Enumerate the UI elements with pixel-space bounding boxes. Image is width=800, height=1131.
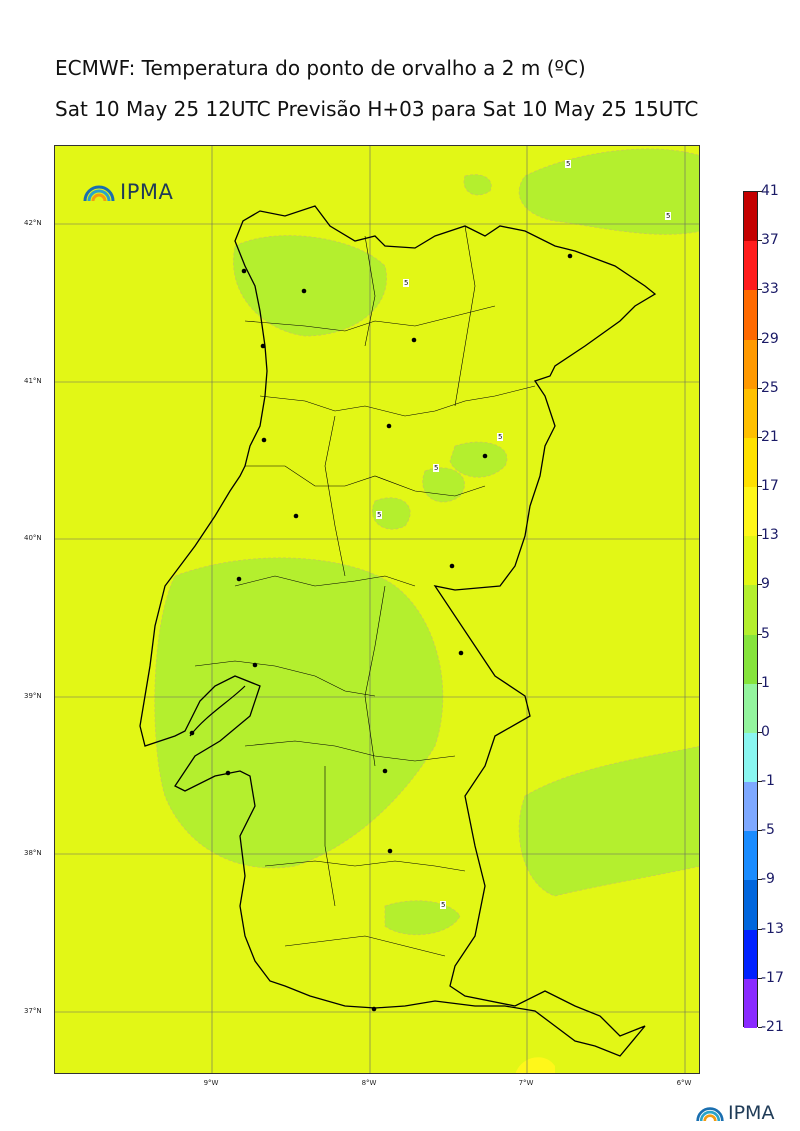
graticule [55,146,699,1073]
zone-north-small [463,174,492,196]
lat-label: 40°N [24,534,42,542]
colorbar-segment [744,683,757,734]
colorbar-tick [758,682,762,684]
ipma-rainbow-icon [696,1107,724,1122]
contour-label: 5 [433,464,440,472]
colorbar-label: -9 [761,871,775,888]
lat-label: 39°N [24,692,42,700]
map-subtitle: Sat 10 May 25 12UTC Previsão H+03 para S… [55,97,699,121]
colorbar-segment [744,978,757,1029]
colorbar-segment [744,241,757,291]
colorbar-tick [758,436,762,438]
colorbar-segment [744,782,757,832]
zone-southeast [518,746,699,897]
dewpoint-zones [154,148,699,936]
colorbar-segment [744,929,757,980]
ipma-logo-bottom: IPMA [695,1102,774,1124]
colorbar-label: 17 [761,478,779,495]
contour-label: 5 [497,433,504,441]
lon-label: 8°W [361,1079,377,1087]
colorbar-tick [758,486,762,488]
lon-label: 9°W [203,1079,219,1087]
colorbar-label: 25 [761,379,779,396]
colorbar-tick [758,731,762,733]
colorbar-label: 0 [761,723,770,740]
colorbar-label: -1 [761,773,775,790]
colorbar-tick [758,879,762,881]
lat-label: 37°N [24,1007,42,1015]
zone-interior-1 [449,441,508,478]
ipma-logo-text: IPMA [120,180,174,204]
city-markers [189,253,573,1012]
colorbar-tick [758,928,762,930]
colorbar-segment [744,487,757,537]
colorbar-segment [744,536,757,586]
colorbar-tick [758,584,762,586]
zone-interior-2 [422,467,465,503]
colorbar-label: -5 [761,822,775,839]
colorbar-tick [758,338,762,340]
lat-label: 41°N [24,377,42,385]
colorbar-label: 21 [761,428,779,445]
zone-central-band [154,557,444,869]
colorbar-tick [758,1027,762,1028]
colorbar-label: -21 [761,1019,784,1035]
colorbar-segment [744,732,757,783]
colorbar-tick [758,289,762,291]
colorbar-label: 41 [761,183,779,199]
contour-label: 5 [440,901,447,909]
zone-interior-3 [372,497,411,530]
colorbar-segment [744,339,757,390]
map-svg [55,146,699,1073]
colorbar-segment [744,192,757,242]
contour-label: 5 [665,212,672,220]
colorbar-tick [758,977,762,979]
portugal-coastline [139,205,657,1057]
forecast-map[interactable]: 5 5 5 5 5 5 5 [54,145,700,1074]
colorbar-tick [758,633,762,635]
colorbar-segment [744,437,757,488]
colorbar-tick [758,387,762,389]
colorbar [743,191,758,1029]
map-title: ECMWF: Temperatura do ponto de orvalho a… [55,56,586,80]
lon-label: 6°W [676,1079,692,1087]
colorbar-tick [758,830,762,832]
colorbar-label: -13 [761,920,784,937]
colorbar-label: 29 [761,330,779,347]
contour-label: 5 [565,160,572,168]
colorbar-segment [744,388,757,439]
colorbar-label: -17 [761,969,784,986]
tejo-estuary [189,685,246,737]
colorbar-tick [758,781,762,783]
colorbar-tick [758,240,762,242]
lon-label: 7°W [518,1079,534,1087]
lat-label: 42°N [24,219,42,227]
ipma-logo-top: IPMA [82,180,173,204]
colorbar-segment [744,585,757,636]
colorbar-label: 33 [761,281,779,298]
district-borders [194,225,536,957]
colorbar-segment [744,880,757,931]
colorbar-label: 5 [761,625,770,642]
zone-warm-south [515,1057,555,1073]
colorbar-tick [758,535,762,537]
lat-label: 38°N [24,849,42,857]
colorbar-segment [744,831,757,881]
ipma-rainbow-icon [83,185,115,202]
contour-label: 5 [403,279,410,287]
ipma-logo-text: IPMA [728,1102,775,1124]
zone-north-coast [233,235,387,337]
zone-south [384,900,461,936]
colorbar-label: 37 [761,232,779,249]
contour-label: 5 [376,511,383,519]
colorbar-label: 13 [761,527,779,544]
colorbar-label: 9 [761,576,770,593]
colorbar-tick [758,191,762,192]
colorbar-segment [744,290,757,341]
colorbar-segment [744,634,757,685]
zone-northeast [518,148,699,235]
colorbar-label: 1 [761,674,770,691]
